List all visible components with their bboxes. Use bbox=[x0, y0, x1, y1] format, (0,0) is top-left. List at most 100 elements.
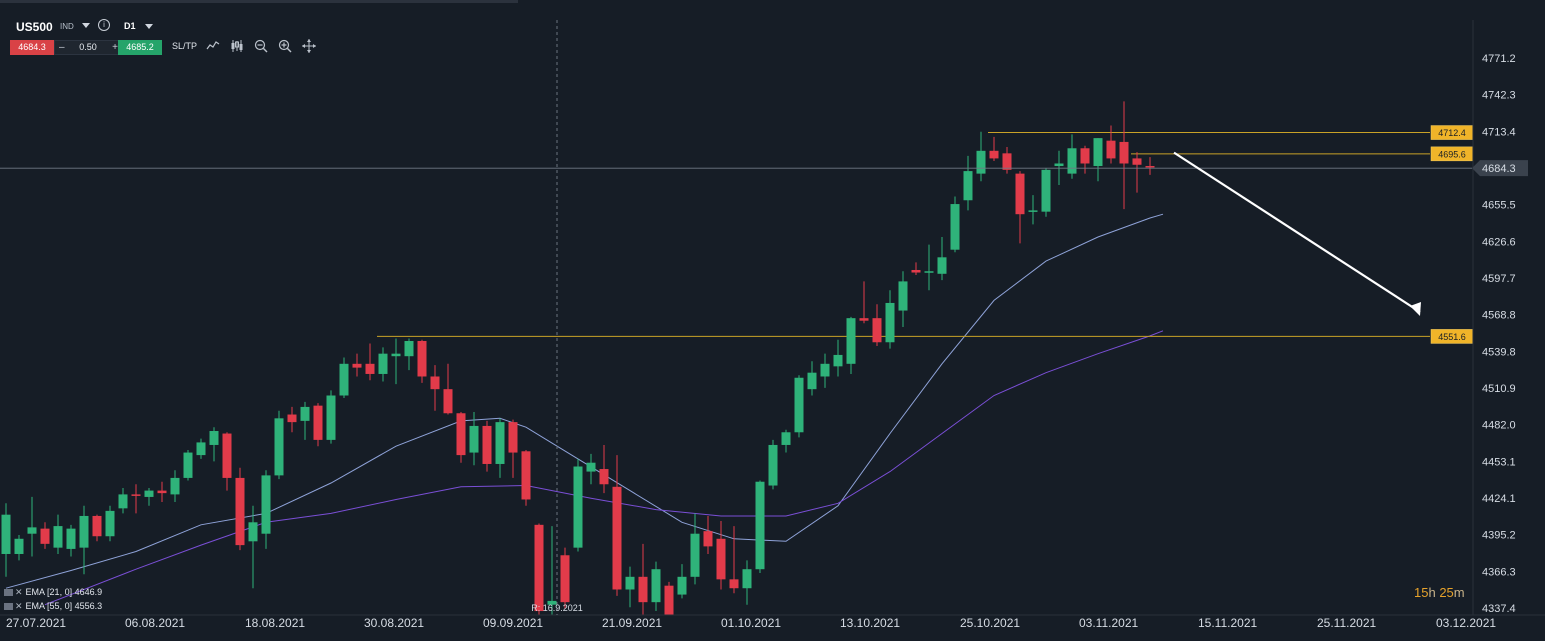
candle[interactable] bbox=[326, 390, 336, 444]
candle[interactable] bbox=[391, 338, 401, 385]
symbol-label[interactable]: US500 bbox=[16, 20, 53, 34]
candle[interactable] bbox=[586, 453, 596, 485]
candle[interactable] bbox=[742, 560, 752, 605]
sltp-button[interactable]: SL/TP bbox=[172, 41, 198, 51]
candle[interactable] bbox=[209, 427, 219, 462]
remove-indicator-icon[interactable]: ✕ bbox=[15, 601, 23, 611]
candle[interactable] bbox=[430, 365, 440, 411]
timeframe-dropdown-icon[interactable] bbox=[145, 24, 153, 29]
candle[interactable] bbox=[196, 438, 206, 459]
candle[interactable] bbox=[911, 262, 921, 276]
quantity-stepper[interactable]: – 0.50 + bbox=[54, 40, 122, 55]
candle[interactable] bbox=[820, 353, 830, 388]
candle[interactable] bbox=[1015, 171, 1025, 244]
candle[interactable] bbox=[781, 429, 791, 453]
candle[interactable] bbox=[612, 455, 622, 596]
candle[interactable] bbox=[53, 514, 63, 554]
remove-indicator-icon[interactable]: ✕ bbox=[15, 587, 23, 597]
line-chart-icon[interactable] bbox=[206, 39, 220, 53]
candle[interactable] bbox=[183, 450, 193, 481]
candle[interactable] bbox=[482, 420, 492, 472]
quantity-value[interactable]: 0.50 bbox=[79, 42, 97, 52]
candle[interactable] bbox=[313, 403, 323, 447]
candle[interactable] bbox=[508, 419, 518, 478]
candle[interactable] bbox=[534, 523, 544, 615]
candle[interactable] bbox=[885, 290, 895, 349]
candle[interactable] bbox=[1041, 168, 1051, 217]
candle[interactable] bbox=[859, 281, 869, 324]
timeframe-label[interactable]: D1 bbox=[124, 21, 136, 31]
candle[interactable] bbox=[92, 514, 102, 542]
candle[interactable] bbox=[495, 418, 505, 478]
candle[interactable] bbox=[716, 521, 726, 590]
candle[interactable] bbox=[1067, 134, 1077, 179]
candle[interactable] bbox=[573, 458, 583, 552]
candlestick-icon[interactable] bbox=[230, 39, 244, 53]
candle[interactable] bbox=[976, 131, 986, 182]
projection-arrow-shaft[interactable] bbox=[1173, 151, 1421, 313]
symbol-dropdown-icon[interactable] bbox=[82, 23, 90, 28]
buy-button[interactable]: 4685.2 bbox=[118, 40, 162, 55]
candle[interactable] bbox=[27, 496, 37, 557]
sell-button[interactable]: 4684.3 bbox=[10, 40, 54, 55]
candle[interactable] bbox=[365, 343, 375, 381]
candle[interactable] bbox=[66, 524, 76, 557]
candle[interactable] bbox=[924, 244, 934, 291]
candle[interactable] bbox=[846, 316, 856, 374]
ema55-legend[interactable]: ✕ EMA [55, 0] 4556.3 bbox=[4, 601, 102, 612]
candle[interactable] bbox=[768, 439, 778, 490]
candle[interactable] bbox=[898, 271, 908, 328]
increase-button[interactable]: + bbox=[112, 42, 118, 53]
candle[interactable] bbox=[261, 470, 271, 549]
candle[interactable] bbox=[638, 543, 648, 615]
candle[interactable] bbox=[40, 522, 50, 549]
candle[interactable] bbox=[131, 484, 141, 514]
candle[interactable] bbox=[989, 136, 999, 161]
candle[interactable] bbox=[79, 505, 89, 575]
candle[interactable] bbox=[469, 411, 479, 466]
candle[interactable] bbox=[105, 505, 115, 542]
candle[interactable] bbox=[417, 339, 427, 383]
candle[interactable] bbox=[339, 357, 349, 399]
candle[interactable] bbox=[248, 505, 258, 589]
candle[interactable] bbox=[807, 361, 817, 396]
candle[interactable] bbox=[521, 450, 531, 506]
candle[interactable] bbox=[118, 488, 128, 514]
ema21-legend[interactable]: ✕ EMA [21, 0] 4646.9 bbox=[4, 587, 102, 598]
info-icon[interactable]: i bbox=[98, 19, 110, 31]
decrease-button[interactable]: – bbox=[59, 42, 65, 53]
zoom-in-icon[interactable] bbox=[278, 39, 292, 53]
candle[interactable] bbox=[300, 401, 310, 440]
candle[interactable] bbox=[287, 406, 297, 433]
candle[interactable] bbox=[937, 237, 947, 281]
candle[interactable] bbox=[560, 547, 570, 609]
crosshair-icon[interactable] bbox=[302, 39, 316, 53]
candle[interactable] bbox=[157, 481, 167, 503]
candle[interactable] bbox=[1119, 101, 1129, 210]
candle[interactable] bbox=[144, 488, 154, 506]
candle[interactable] bbox=[14, 534, 24, 561]
candle[interactable] bbox=[378, 347, 388, 382]
candle[interactable] bbox=[352, 353, 362, 377]
candle[interactable] bbox=[1093, 138, 1103, 182]
candle[interactable] bbox=[664, 581, 674, 615]
candle[interactable] bbox=[1028, 195, 1038, 225]
candle[interactable] bbox=[547, 526, 557, 615]
candle[interactable] bbox=[1, 503, 11, 577]
candle[interactable] bbox=[170, 470, 180, 503]
candle[interactable] bbox=[677, 564, 687, 599]
candle[interactable] bbox=[1002, 147, 1012, 174]
candle[interactable] bbox=[599, 444, 609, 494]
candle[interactable] bbox=[690, 513, 700, 585]
candle[interactable] bbox=[1106, 125, 1116, 164]
candle[interactable] bbox=[235, 467, 245, 551]
candle[interactable] bbox=[222, 432, 232, 491]
candle[interactable] bbox=[274, 410, 284, 480]
candle[interactable] bbox=[1132, 152, 1142, 193]
candle[interactable] bbox=[404, 338, 414, 371]
candle[interactable] bbox=[833, 339, 843, 377]
candle[interactable] bbox=[651, 561, 661, 612]
candle[interactable] bbox=[794, 375, 804, 438]
candle[interactable] bbox=[456, 411, 466, 463]
